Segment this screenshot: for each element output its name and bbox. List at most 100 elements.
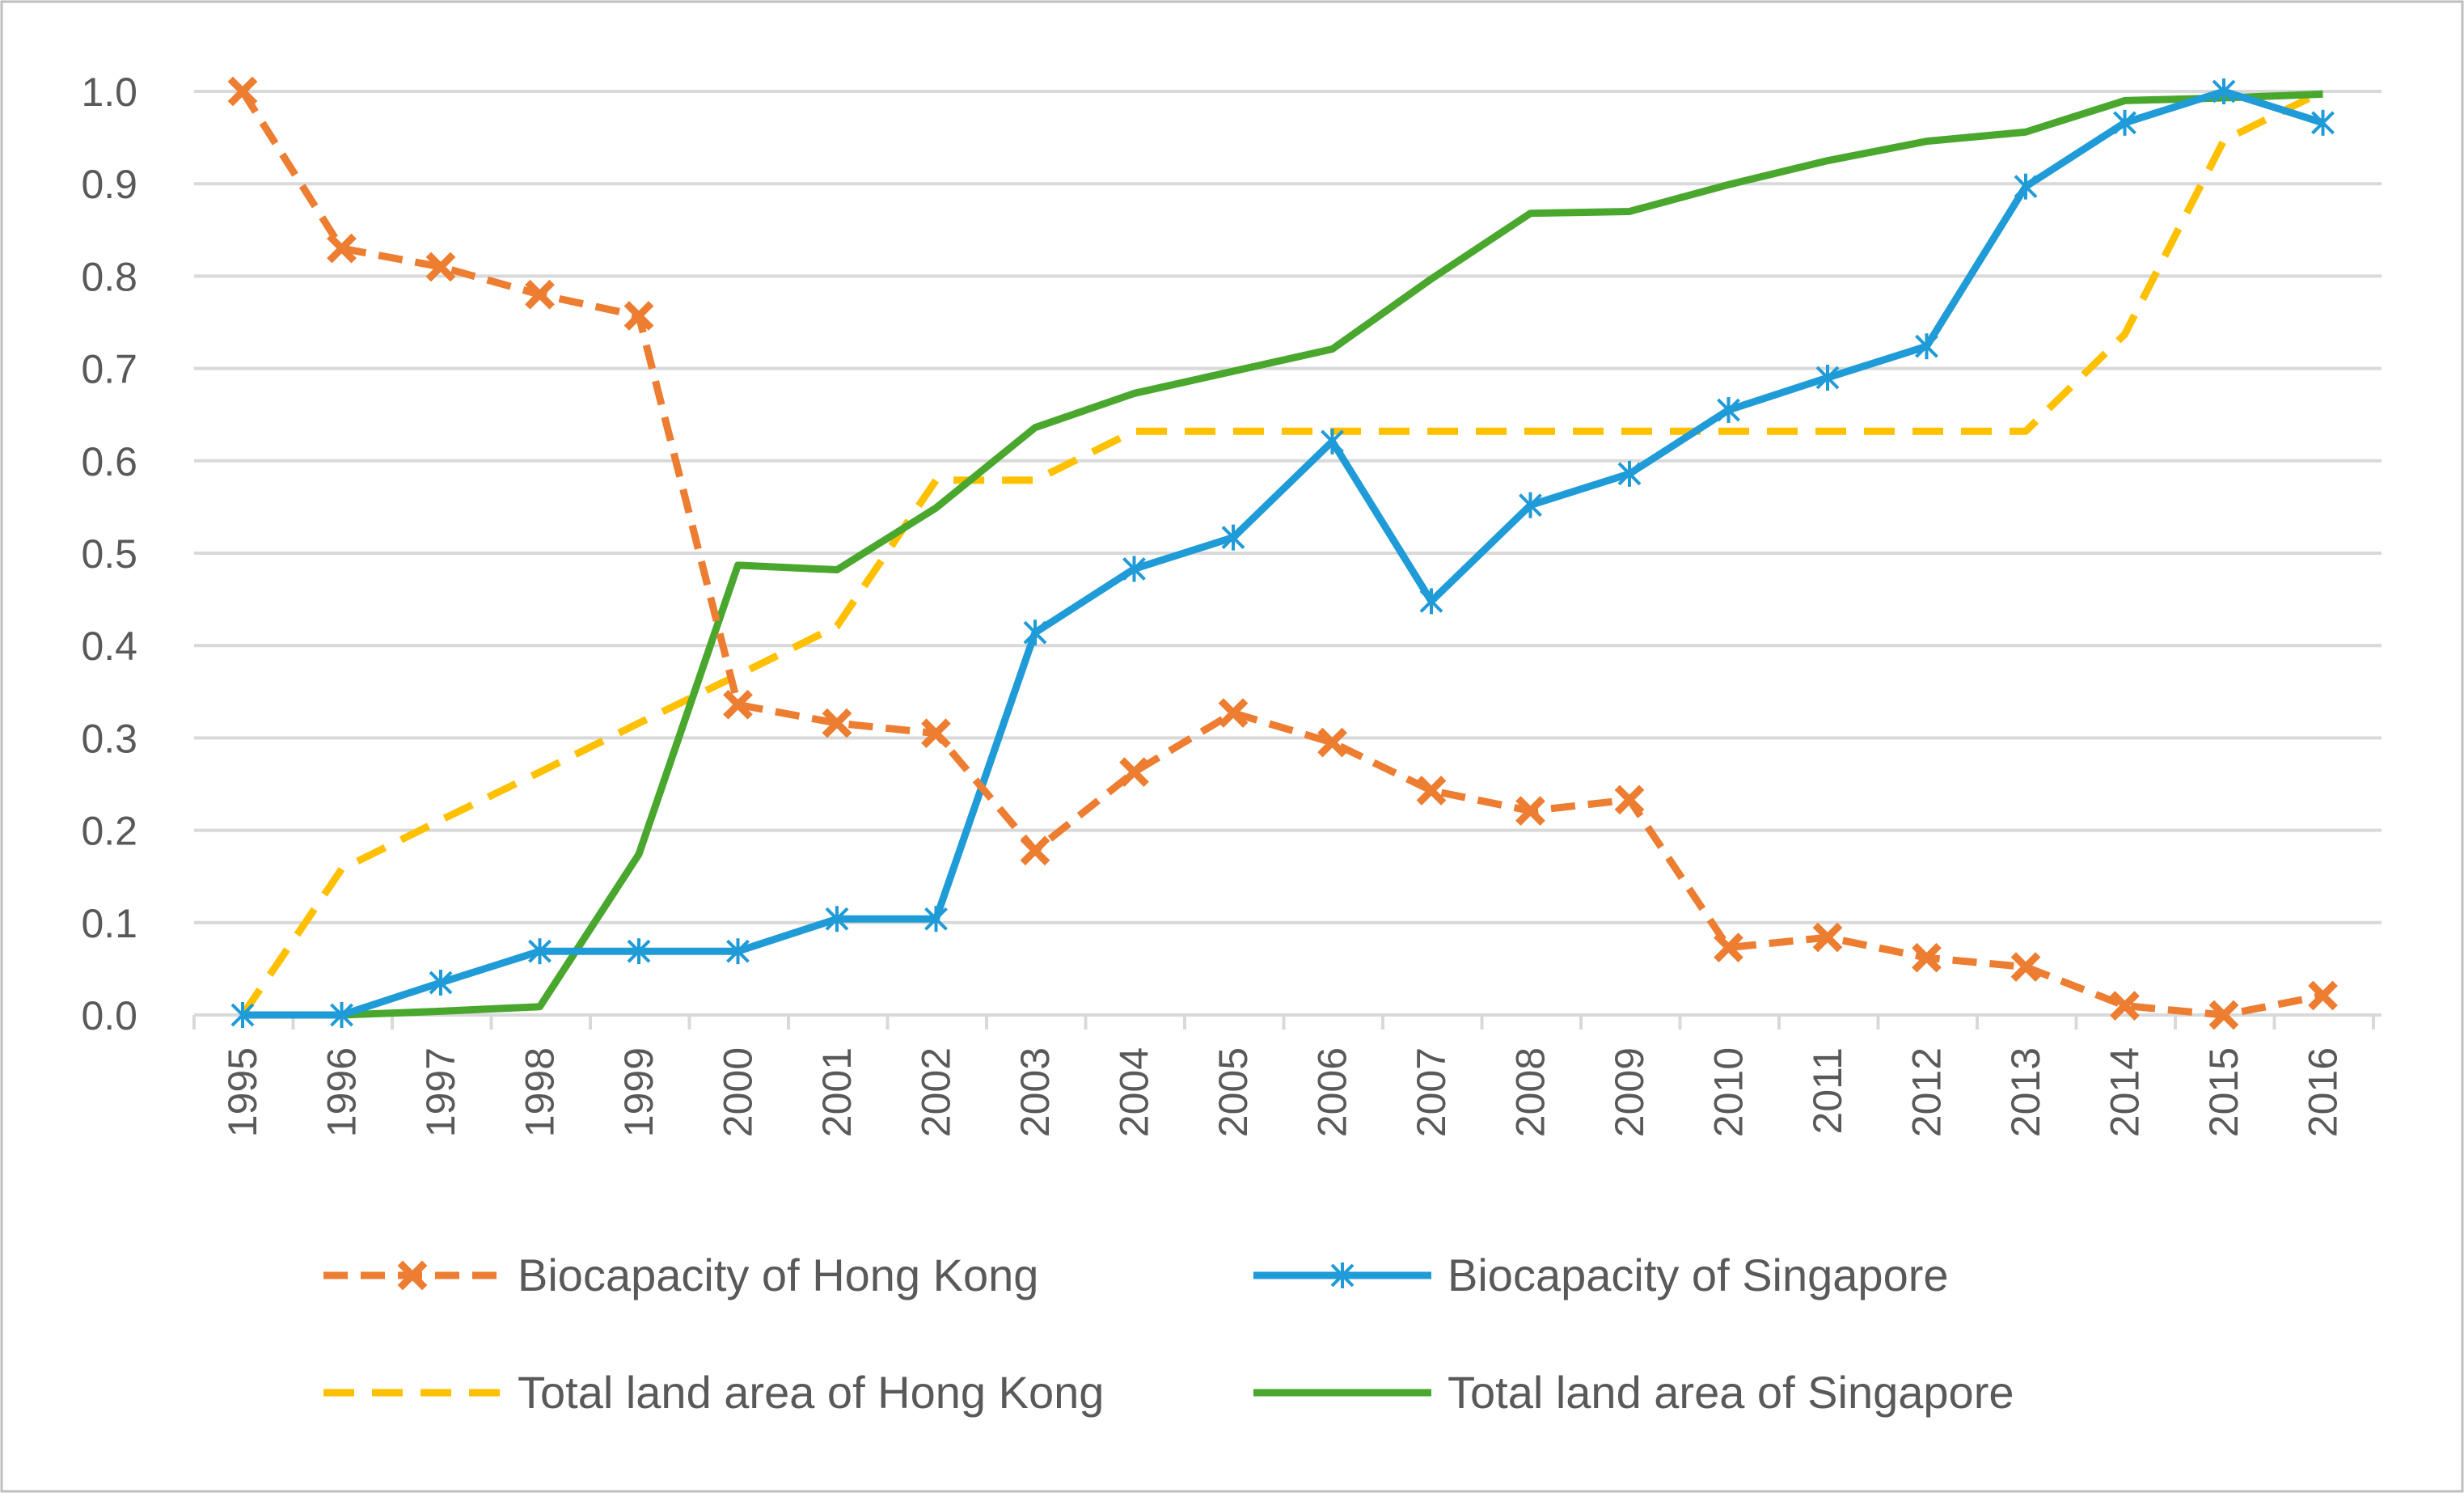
gridlines bbox=[194, 90, 2382, 924]
data-point bbox=[1617, 460, 1642, 487]
data-point bbox=[1317, 727, 1347, 758]
legend-label: Total land area of Singapore bbox=[1448, 1367, 2014, 1418]
x-tick-label: 2003 bbox=[1012, 1047, 1058, 1137]
y-tick-label: 0.3 bbox=[81, 716, 137, 761]
data-point bbox=[1717, 396, 1740, 423]
y-tick-label: 0.5 bbox=[81, 531, 137, 577]
data-point bbox=[723, 689, 753, 720]
data-point bbox=[822, 708, 852, 738]
axes: 0.0 0.1 0.2 0.3 0.4 0.5 0.6 0.7 0.8 0.9 1.0 1995 199… bbox=[81, 70, 2382, 1137]
legend: Biocapacity of Hong Kong Biocapacity of S… bbox=[323, 1250, 2014, 1418]
x-tick-label: 2011 bbox=[1805, 1047, 1850, 1135]
data-point bbox=[227, 76, 258, 107]
y-tick-label: 0.8 bbox=[81, 254, 137, 299]
data-point bbox=[2212, 78, 2236, 104]
data-point bbox=[425, 252, 456, 282]
y-tick-label: 0.4 bbox=[81, 624, 137, 669]
data-point bbox=[1519, 492, 1542, 518]
series-3 bbox=[243, 90, 2323, 1019]
data-point bbox=[1020, 835, 1050, 866]
x-tick-label: 2008 bbox=[1508, 1047, 1553, 1137]
legend-item: Total land area of Hong Kong bbox=[323, 1367, 1104, 1418]
data-point bbox=[924, 906, 948, 932]
series-line bbox=[243, 90, 2323, 1019]
x-tick-label: 2010 bbox=[1706, 1047, 1752, 1137]
x-tick-label: 2006 bbox=[1310, 1047, 1355, 1137]
series-layer bbox=[227, 76, 2338, 1030]
x-tick-label: 2016 bbox=[2301, 1047, 2346, 1137]
legend-item: Biocapacity of Singapore bbox=[1253, 1250, 1949, 1300]
data-point bbox=[623, 301, 654, 331]
y-tick-label: 0.9 bbox=[81, 162, 137, 207]
legend-marker bbox=[397, 1260, 428, 1291]
x-tick-label: 1998 bbox=[518, 1047, 563, 1137]
x-tick-label: 1995 bbox=[220, 1047, 265, 1137]
x-tick-label: 2002 bbox=[914, 1047, 959, 1137]
series-line bbox=[239, 87, 2325, 1017]
y-tick-label: 0.2 bbox=[81, 809, 137, 854]
x-tick-label: 2014 bbox=[2103, 1047, 2148, 1137]
x-tick-label: 2004 bbox=[1112, 1047, 1157, 1137]
data-point bbox=[2113, 109, 2136, 136]
y-tick-label: 0.7 bbox=[81, 347, 137, 392]
data-point bbox=[1614, 784, 1645, 815]
x-tick-label: 2012 bbox=[1904, 1047, 1950, 1137]
data-point bbox=[528, 938, 552, 965]
data-point bbox=[1912, 942, 1942, 973]
data-point bbox=[230, 1002, 255, 1028]
data-point bbox=[1321, 428, 1344, 455]
data-point bbox=[1515, 796, 1545, 826]
y-tick-label: 0.0 bbox=[81, 993, 137, 1038]
data-point bbox=[1122, 556, 1146, 582]
data-point bbox=[1119, 757, 1149, 788]
legend-marker bbox=[1330, 1262, 1355, 1288]
legend-label: Biocapacity of Singapore bbox=[1448, 1250, 1949, 1300]
data-point bbox=[330, 1002, 353, 1028]
data-point bbox=[2110, 991, 2140, 1021]
series-2 bbox=[239, 87, 2325, 1017]
data-point bbox=[2014, 173, 2038, 200]
x-tick-label: 2005 bbox=[1211, 1047, 1256, 1137]
data-point bbox=[825, 906, 849, 932]
data-point bbox=[525, 279, 555, 310]
y-tick-label: 1.0 bbox=[81, 70, 137, 115]
series-0 bbox=[227, 76, 2338, 1030]
data-point bbox=[726, 938, 750, 965]
data-point bbox=[921, 718, 951, 749]
series-1 bbox=[230, 78, 2335, 1028]
data-point bbox=[1915, 333, 1938, 360]
x-tick-label: 2001 bbox=[814, 1047, 860, 1137]
x-tick-label: 2007 bbox=[1409, 1047, 1454, 1137]
data-point bbox=[2010, 952, 2041, 982]
legend-label: Biocapacity of Hong Kong bbox=[518, 1250, 1038, 1300]
data-point bbox=[2311, 109, 2335, 136]
data-point bbox=[327, 233, 357, 264]
data-point bbox=[1023, 620, 1047, 646]
data-point bbox=[2208, 1000, 2239, 1030]
x-tick-label: 1997 bbox=[418, 1047, 463, 1137]
x-tick-label: 2009 bbox=[1607, 1047, 1652, 1137]
data-point bbox=[1714, 932, 1743, 962]
x-tick-label: 1999 bbox=[616, 1047, 661, 1137]
series-line bbox=[239, 89, 2324, 1019]
x-tick-label: 2013 bbox=[2003, 1047, 2048, 1137]
data-point bbox=[429, 970, 453, 996]
data-point bbox=[1812, 922, 1843, 953]
data-point bbox=[2308, 980, 2338, 1011]
x-tick-label: 2000 bbox=[716, 1047, 761, 1137]
x-tick-label: 2015 bbox=[2201, 1047, 2246, 1137]
x-tick-label: 1996 bbox=[319, 1047, 365, 1137]
data-point bbox=[1419, 588, 1443, 615]
data-point bbox=[1218, 698, 1249, 728]
data-point bbox=[1416, 776, 1447, 806]
legend-item: Total land area of Singapore bbox=[1253, 1367, 2014, 1418]
legend-label: Total land area of Hong Kong bbox=[518, 1367, 1104, 1418]
data-point bbox=[1221, 524, 1245, 551]
series-line bbox=[243, 87, 2324, 1019]
legend-item: Biocapacity of Hong Kong bbox=[323, 1250, 1038, 1300]
data-point bbox=[1815, 365, 1840, 391]
data-point bbox=[627, 938, 651, 965]
